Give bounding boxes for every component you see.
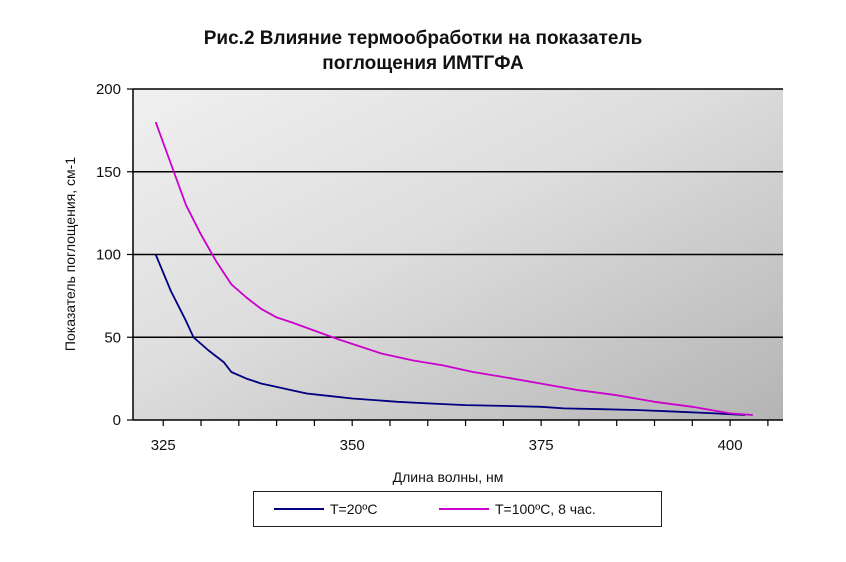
chart-title-line-2: поглощения ИМТГФА bbox=[322, 53, 524, 74]
y-tick-label: 0 bbox=[113, 412, 121, 429]
legend-label-100c: T=100ºC, 8 час. bbox=[495, 501, 596, 517]
y-tick-label: 150 bbox=[96, 164, 121, 181]
y-axis-label: Показатель поглощения, см-1 bbox=[62, 157, 78, 351]
x-tick-label: 400 bbox=[718, 437, 743, 454]
legend-swatch-20c bbox=[274, 508, 324, 510]
y-tick-label: 50 bbox=[104, 329, 121, 346]
x-axis-label: Длина волны, нм bbox=[393, 469, 504, 485]
legend-item-100c: T=100ºC, 8 час. bbox=[439, 492, 596, 526]
x-tick-label: 375 bbox=[529, 437, 554, 454]
legend-label-20c: T=20ºC bbox=[330, 501, 378, 517]
series-line-2 bbox=[154, 121, 753, 416]
legend: T=20ºC T=100ºC, 8 час. bbox=[253, 491, 662, 527]
x-tick-label: 325 bbox=[151, 437, 176, 454]
chart-title-line-1: Рис.2 Влияние термообработки на показате… bbox=[203, 28, 643, 49]
legend-swatch-100c bbox=[439, 508, 489, 510]
series-line-1 bbox=[154, 254, 746, 416]
y-tick-label: 200 bbox=[96, 81, 121, 98]
y-tick-label: 100 bbox=[96, 247, 121, 264]
x-tick-label: 350 bbox=[340, 437, 365, 454]
legend-item-20c: T=20ºC bbox=[274, 492, 378, 526]
